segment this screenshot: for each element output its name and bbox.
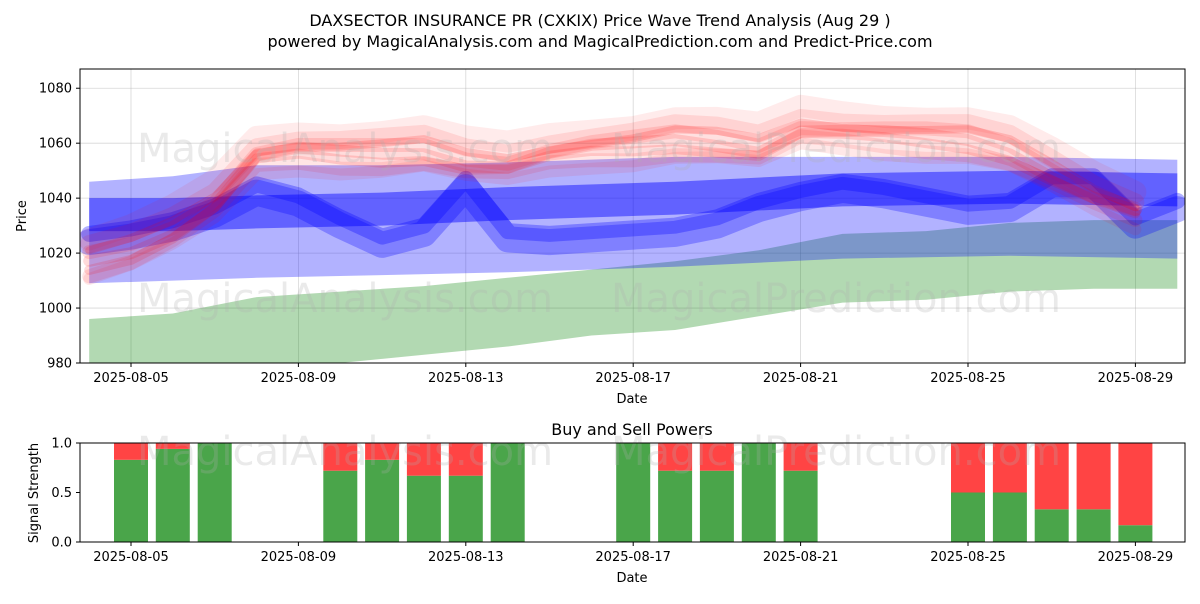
bottom-title: Buy and Sell Powers bbox=[551, 420, 713, 439]
sell-bar-14 bbox=[992, 443, 1027, 493]
green-band bbox=[89, 220, 1178, 363]
blue-wave-0 bbox=[80, 171, 1185, 258]
buy-bar-9 bbox=[658, 470, 693, 542]
red-ribbon-0 bbox=[80, 94, 1147, 251]
buy-bar-16 bbox=[1076, 509, 1111, 542]
buy-bar-0 bbox=[114, 459, 148, 542]
top-ylabel: Price bbox=[15, 200, 30, 232]
top-frame bbox=[79, 68, 1186, 364]
top-xlabel: Date bbox=[616, 392, 647, 407]
watermark-1: MagicalAnalysis.com bbox=[137, 126, 553, 172]
watermark-4: MagicalPrediction.com bbox=[611, 276, 1061, 322]
top-grid bbox=[80, 69, 1185, 364]
sell-bar-17 bbox=[1118, 443, 1153, 526]
top-ytick-label-3: 1040 bbox=[39, 192, 72, 207]
blue-channel-outer bbox=[89, 156, 1178, 284]
bottom-xtick-label-0: 2025-08-05 bbox=[93, 550, 169, 565]
sell-bar-9 bbox=[658, 443, 693, 471]
sell-bar-3 bbox=[323, 443, 358, 471]
bottom-watermarks: MagicalAnalysis.com MagicalPrediction.co… bbox=[137, 429, 1061, 475]
bottom-xtick-label-5: 2025-08-25 bbox=[930, 550, 1006, 565]
top-xtick-label-2: 2025-08-13 bbox=[428, 371, 504, 386]
sell-bar-12 bbox=[783, 443, 818, 471]
buy-bar-14 bbox=[992, 492, 1027, 542]
bottom-axes: 0.0 0.5 1.0 2025-08-05 2025-08-09 2025-08-13 2… bbox=[51, 437, 1186, 565]
buy-bar-10 bbox=[699, 470, 734, 542]
top-xtick-label-4: 2025-08-21 bbox=[763, 371, 839, 386]
top-xtick-label-6: 2025-08-29 bbox=[1098, 371, 1174, 386]
sell-bar-15 bbox=[1034, 443, 1069, 510]
bottom-ytick-label-1: 0.5 bbox=[51, 486, 72, 501]
sell-bar-6 bbox=[448, 443, 483, 476]
top-axes: 980 1000 1020 1040 1060 1080 2025-08-05 2025-08… bbox=[39, 68, 1186, 386]
buy-bar-11 bbox=[741, 443, 776, 542]
top-xtick-label-3: 2025-08-17 bbox=[595, 371, 671, 386]
bottom-ytick-label-2: 1.0 bbox=[51, 437, 72, 452]
watermark-5: MagicalAnalysis.com bbox=[137, 429, 553, 475]
buy-bar-17 bbox=[1118, 525, 1153, 542]
watermark-3: MagicalAnalysis.com bbox=[137, 276, 553, 322]
watermark-6: MagicalPrediction.com bbox=[611, 429, 1061, 475]
buy-bar-8 bbox=[616, 443, 651, 542]
bottom-ytick-label-0: 0.0 bbox=[51, 536, 72, 551]
sell-bar-5 bbox=[406, 443, 441, 476]
bottom-xtick-label-1: 2025-08-09 bbox=[261, 550, 337, 565]
buy-bar-12 bbox=[783, 470, 818, 542]
top-ytick-label-4: 1060 bbox=[39, 137, 72, 152]
buy-bar-3 bbox=[323, 470, 358, 542]
top-series bbox=[80, 94, 1185, 363]
buy-bar-1 bbox=[155, 448, 190, 542]
red-ribbon-5 bbox=[82, 129, 1143, 284]
sell-bar-1 bbox=[155, 443, 190, 449]
red-ribbon-6 bbox=[83, 137, 1142, 285]
sell-bar-13 bbox=[951, 443, 985, 493]
watermark-2: MagicalPrediction.com bbox=[611, 126, 1061, 172]
bottom-xlabel: Date bbox=[616, 571, 647, 586]
chart-title-line1: DAXSECTOR INSURANCE PR (CXKIX) Price Wav… bbox=[309, 11, 890, 30]
top-ytick-label-1: 1000 bbox=[39, 302, 72, 317]
bottom-series bbox=[114, 443, 1153, 542]
blue-channel-inner bbox=[89, 170, 1178, 232]
top-ytick-label-5: 1080 bbox=[39, 82, 72, 97]
red-ribbon-7 bbox=[85, 118, 1140, 255]
buy-bar-13 bbox=[951, 492, 985, 542]
bottom-xtick-label-6: 2025-08-29 bbox=[1098, 550, 1174, 565]
sell-bar-4 bbox=[365, 443, 400, 460]
top-xtick-label-0: 2025-08-05 bbox=[93, 371, 169, 386]
sell-bar-10 bbox=[699, 443, 734, 471]
chart-title-line2: powered by MagicalAnalysis.com and Magic… bbox=[267, 32, 932, 51]
red-ribbon-3 bbox=[83, 124, 1142, 267]
buy-bar-4 bbox=[365, 459, 400, 542]
top-ytick-label-0: 980 bbox=[47, 357, 72, 372]
buy-bar-5 bbox=[406, 475, 441, 542]
top-watermarks: MagicalAnalysis.com MagicalPrediction.co… bbox=[137, 126, 1061, 322]
buy-bar-7 bbox=[490, 443, 525, 542]
red-ribbon-4 bbox=[84, 128, 1141, 275]
bottom-xtick-label-2: 2025-08-13 bbox=[428, 550, 504, 565]
price-wave-chart: MagicalAnalysis.com MagicalPrediction.co… bbox=[15, 68, 1186, 407]
buy-sell-chart: Buy and Sell Powers MagicalAnalysis.com … bbox=[27, 420, 1186, 586]
buy-bar-2 bbox=[197, 443, 232, 542]
bottom-xtick-label-4: 2025-08-21 bbox=[763, 550, 839, 565]
buy-bar-6 bbox=[448, 475, 483, 542]
top-xtick-label-5: 2025-08-25 bbox=[930, 371, 1006, 386]
top-xtick-label-1: 2025-08-09 bbox=[261, 371, 337, 386]
bottom-ylabel: Signal Strength bbox=[27, 443, 42, 543]
red-ribbon-2 bbox=[82, 121, 1143, 260]
sell-bar-16 bbox=[1076, 443, 1111, 510]
blue-wave-1 bbox=[81, 168, 1185, 245]
bottom-xtick-label-3: 2025-08-17 bbox=[595, 550, 671, 565]
red-ribbon-1 bbox=[80, 109, 1145, 254]
sell-bar-0 bbox=[114, 443, 148, 460]
buy-bar-15 bbox=[1034, 509, 1069, 542]
top-ytick-label-2: 1020 bbox=[39, 247, 72, 262]
